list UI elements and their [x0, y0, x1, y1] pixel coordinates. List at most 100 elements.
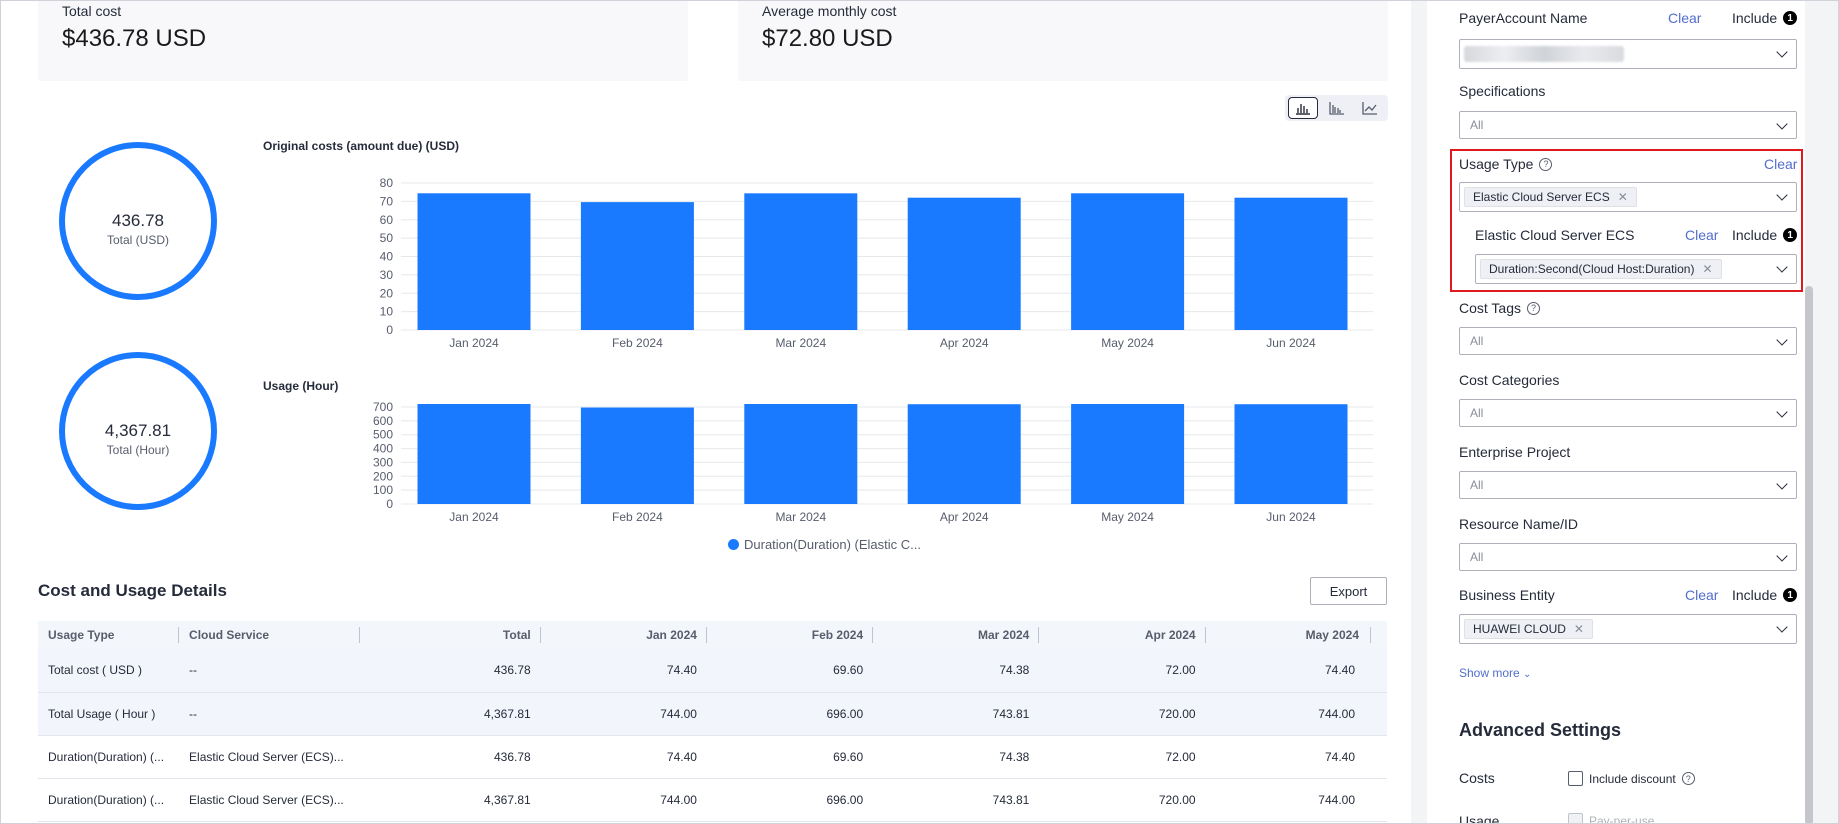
specifications-label: Specifications: [1459, 83, 1546, 99]
usage-label: Usage: [1459, 813, 1500, 824]
cell-month: 74.40: [1205, 735, 1387, 779]
include-discount-option[interactable]: Include discount ?: [1568, 771, 1695, 786]
line-chart-icon[interactable]: [1355, 97, 1385, 119]
chevron-down-icon: [1776, 334, 1788, 346]
bar[interactable]: [907, 197, 1021, 330]
col-mar-2024[interactable]: Mar 2024: [873, 621, 1040, 649]
bar[interactable]: [1234, 197, 1348, 330]
cell-cloud-service: Elastic Cloud Server (ECS)...: [179, 735, 361, 779]
chevron-down-icon: [1776, 118, 1788, 130]
cell-month: 74.40: [540, 649, 707, 693]
bar[interactable]: [907, 404, 1021, 504]
cell-total: 436.78: [360, 735, 541, 779]
business-entity-tag: HUAWEI CLOUD ✕: [1464, 619, 1593, 639]
bar-chart-icon[interactable]: [1288, 97, 1318, 119]
ecs-clear-link[interactable]: Clear: [1685, 227, 1719, 243]
cost-categories-select[interactable]: All: [1459, 399, 1797, 427]
table-row: Total Usage ( Hour ) -- 4,367.81 744.00 …: [38, 692, 1387, 736]
chevron-down-icon: [1776, 478, 1788, 490]
average-monthly-cost-label: Average monthly cost: [762, 3, 897, 19]
cell-cloud-service: --: [179, 649, 361, 693]
bar[interactable]: [744, 404, 858, 504]
col-usage-type[interactable]: Usage Type: [38, 621, 180, 649]
col-apr-2024[interactable]: Apr 2024: [1039, 621, 1206, 649]
cell-month: 74.40: [540, 735, 707, 779]
help-icon[interactable]: ?: [1527, 301, 1540, 315]
resource-name-select[interactable]: All: [1459, 543, 1797, 571]
cost-bar-chart: 0 10 20 30 40 50 60 70 80 Jan 2024 Feb 2024 Mar 202…: [380, 177, 1373, 350]
enterprise-project-select[interactable]: All: [1459, 471, 1797, 499]
total-cost-card: Total cost $436.78 USD: [38, 1, 688, 81]
bar[interactable]: [1071, 193, 1185, 330]
details-table: Usage Type Cloud Service Total Jan 2024 …: [38, 621, 1387, 822]
cell-month: 744.00: [1205, 692, 1387, 736]
cell-month: 743.81: [873, 778, 1040, 822]
x-tick-label: Feb 2024: [612, 336, 663, 350]
payer-account-select[interactable]: [1459, 39, 1797, 69]
bar[interactable]: [580, 202, 694, 330]
cell-usage-type: Duration(Duration) (...: [38, 735, 180, 779]
usage-type-clear-link[interactable]: Clear: [1764, 156, 1798, 172]
ecs-include[interactable]: Include 1: [1732, 227, 1798, 243]
show-more-link[interactable]: Show more ⌄: [1459, 666, 1532, 680]
usage-type-tag: Elastic Cloud Server ECS ✕: [1464, 187, 1637, 207]
cell-total: 436.78: [360, 649, 541, 693]
col-feb-2024[interactable]: Feb 2024: [706, 621, 874, 649]
payer-clear-link[interactable]: Clear: [1668, 10, 1702, 26]
include-discount-checkbox[interactable]: [1568, 771, 1583, 786]
bar[interactable]: [417, 404, 531, 504]
ring-value: 4,367.81: [104, 421, 172, 440]
cell-month: 744.00: [1205, 778, 1387, 822]
usage-type-select[interactable]: Elastic Cloud Server ECS ✕: [1459, 182, 1797, 212]
total-usd-ring: 436.78 Total (USD): [59, 142, 217, 300]
help-icon[interactable]: ?: [1539, 157, 1553, 171]
col-total[interactable]: Total: [360, 621, 541, 649]
sidebar-scrollbar[interactable]: [1805, 286, 1813, 823]
bar[interactable]: [580, 407, 694, 504]
y-tick-label: 400: [373, 442, 393, 456]
col-jan-2024[interactable]: Jan 2024: [540, 621, 707, 649]
business-entity-include[interactable]: Include 1: [1732, 587, 1798, 603]
grouped-bar-icon[interactable]: [1322, 97, 1352, 119]
chevron-down-icon: ⌄: [1523, 669, 1532, 680]
col-cloud-service[interactable]: Cloud Service: [179, 621, 361, 649]
help-icon[interactable]: ?: [1681, 772, 1695, 785]
col-may-2024[interactable]: May 2024: [1205, 621, 1387, 649]
y-tick-label: 100: [373, 483, 393, 497]
close-icon[interactable]: ✕: [1573, 622, 1584, 636]
bar[interactable]: [417, 193, 531, 330]
cell-month: 696.00: [706, 692, 874, 736]
table-row: Duration(Duration) (... Elastic Cloud Se…: [38, 735, 1387, 779]
table-row: Total cost ( USD ) -- 436.78 74.40 69.60…: [38, 649, 1387, 693]
cost-tags-select[interactable]: All: [1459, 327, 1797, 355]
sidebar-gutter: [1411, 1, 1427, 823]
cell-cloud-service: --: [179, 692, 361, 736]
x-tick-label: Mar 2024: [775, 510, 826, 524]
y-tick-label: 0: [386, 323, 393, 337]
close-icon[interactable]: ✕: [1617, 190, 1628, 204]
chevron-down-icon: [1776, 621, 1788, 633]
bar[interactable]: [744, 193, 858, 330]
ring-label: Total (Hour): [106, 443, 170, 457]
cell-month: 69.60: [706, 735, 874, 779]
business-entity-clear-link[interactable]: Clear: [1685, 587, 1719, 603]
costs-label: Costs: [1459, 770, 1495, 786]
average-monthly-cost-value: $72.80 USD: [762, 25, 893, 52]
business-entity-select[interactable]: HUAWEI CLOUD ✕: [1459, 614, 1797, 644]
cost-chart-title: Original costs (amount due) (USD): [263, 139, 460, 153]
chart-legend[interactable]: Duration(Duration) (Elastic C...: [728, 537, 921, 552]
select-value: All: [1470, 118, 1484, 132]
bar[interactable]: [1234, 404, 1348, 504]
payer-include[interactable]: Include 1: [1732, 10, 1798, 26]
select-value: All: [1470, 478, 1484, 492]
specifications-select[interactable]: All: [1459, 111, 1797, 139]
ecs-usage-select[interactable]: Duration:Second(Cloud Host:Duration) ✕: [1475, 254, 1797, 284]
close-icon[interactable]: ✕: [1702, 262, 1713, 276]
export-button[interactable]: Export: [1310, 577, 1387, 605]
bar[interactable]: [1071, 404, 1185, 504]
total-cost-value: $436.78 USD: [62, 25, 207, 52]
ring-label: Total (USD): [106, 233, 169, 247]
y-tick-label: 60: [380, 213, 394, 227]
